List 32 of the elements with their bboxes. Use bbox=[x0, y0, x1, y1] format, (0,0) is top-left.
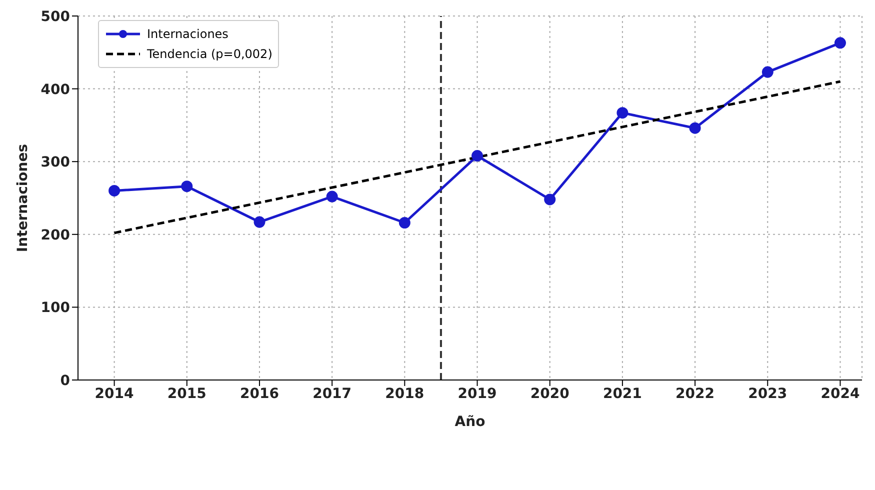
point bbox=[398, 217, 410, 228]
x-tick-label: 2015 bbox=[167, 386, 206, 402]
y-tick-label: 400 bbox=[40, 82, 70, 98]
x-tick-label: 2018 bbox=[385, 386, 424, 402]
point bbox=[326, 190, 338, 202]
point bbox=[616, 107, 628, 119]
x-tick-label: 2016 bbox=[240, 386, 279, 402]
point bbox=[472, 150, 484, 162]
y-tick-label: 300 bbox=[40, 154, 70, 171]
x-tick-label: 2020 bbox=[530, 386, 570, 402]
legend-label: Internaciones bbox=[147, 27, 228, 41]
x-tick-label: 2019 bbox=[458, 386, 497, 402]
y-tick-label: 100 bbox=[40, 300, 70, 316]
y-axis-title: Internaciones bbox=[14, 144, 31, 252]
x-tick-label: 2017 bbox=[312, 386, 352, 402]
point bbox=[108, 184, 120, 196]
legend-label: Tendencia (p=0,002) bbox=[147, 47, 272, 61]
y-tick-label: 200 bbox=[40, 227, 70, 244]
x-tick-label: 2023 bbox=[748, 386, 788, 402]
x-tick-label: 2021 bbox=[602, 386, 642, 402]
point bbox=[254, 216, 266, 228]
point bbox=[544, 194, 556, 206]
point bbox=[181, 180, 193, 192]
x-tick-label: 2014 bbox=[94, 386, 134, 402]
y-tick-label: 0 bbox=[60, 372, 70, 389]
point bbox=[834, 37, 846, 49]
x-tick-label: 2022 bbox=[676, 386, 715, 402]
y-tick-label: 500 bbox=[40, 8, 70, 25]
x-tick-label: 2024 bbox=[820, 386, 860, 402]
point bbox=[689, 122, 701, 134]
x-axis-title: Año bbox=[454, 414, 486, 430]
point bbox=[762, 66, 774, 78]
